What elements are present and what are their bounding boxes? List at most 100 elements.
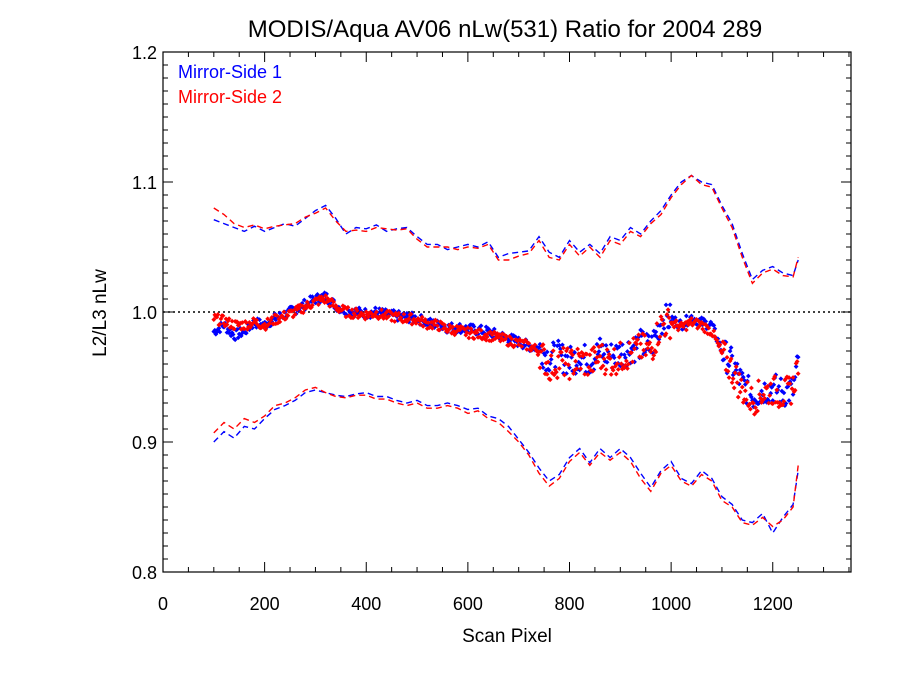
data-point bbox=[239, 320, 245, 325]
data-point bbox=[519, 344, 525, 349]
data-point bbox=[323, 293, 328, 298]
data-point bbox=[352, 312, 358, 318]
data-point bbox=[728, 356, 734, 362]
data-point bbox=[526, 340, 532, 346]
data-point bbox=[599, 342, 605, 348]
data-point bbox=[734, 361, 740, 367]
data-point bbox=[447, 322, 452, 328]
data-point bbox=[732, 370, 738, 376]
data-point bbox=[334, 307, 340, 313]
data-point bbox=[316, 302, 321, 308]
data-point bbox=[556, 366, 562, 371]
data-point bbox=[257, 317, 262, 323]
data-point bbox=[704, 323, 710, 329]
data-point bbox=[666, 324, 672, 330]
data-point bbox=[512, 343, 518, 348]
data-point bbox=[528, 348, 534, 353]
data-point bbox=[345, 304, 351, 310]
data-point bbox=[234, 326, 240, 332]
data-point bbox=[230, 332, 236, 337]
data-point bbox=[417, 321, 423, 327]
data-point bbox=[272, 312, 278, 318]
data-point bbox=[524, 347, 530, 352]
data-point bbox=[651, 328, 657, 334]
mirror-side-2-markers bbox=[211, 293, 801, 417]
data-point bbox=[611, 355, 617, 361]
data-point bbox=[663, 331, 669, 337]
data-point bbox=[565, 353, 570, 359]
data-point bbox=[774, 387, 780, 393]
data-point bbox=[645, 345, 651, 351]
data-point bbox=[277, 310, 283, 316]
data-point bbox=[466, 335, 472, 341]
data-point bbox=[582, 371, 588, 377]
data-point bbox=[793, 364, 799, 369]
data-point bbox=[642, 333, 648, 338]
data-point bbox=[243, 320, 249, 326]
data-point bbox=[719, 350, 725, 356]
data-point bbox=[712, 326, 718, 332]
data-point bbox=[703, 318, 709, 324]
y-tick-label: 0.8 bbox=[132, 563, 157, 583]
data-point bbox=[577, 353, 583, 359]
data-point bbox=[657, 334, 663, 340]
data-point bbox=[700, 326, 706, 332]
data-point bbox=[618, 361, 624, 367]
data-point bbox=[742, 388, 748, 394]
y-axis-label: L2/L3 nLw bbox=[90, 269, 111, 357]
plot-area bbox=[163, 174, 851, 535]
data-point bbox=[234, 319, 240, 325]
data-point bbox=[556, 342, 562, 348]
data-point bbox=[446, 327, 451, 333]
y-tick-label: 0.9 bbox=[132, 433, 157, 453]
data-point bbox=[755, 408, 760, 414]
data-point bbox=[543, 360, 549, 366]
data-point bbox=[667, 302, 673, 308]
data-point bbox=[231, 326, 237, 332]
data-point bbox=[224, 322, 230, 327]
data-point bbox=[744, 379, 750, 385]
data-point bbox=[442, 322, 447, 328]
data-point bbox=[250, 325, 255, 331]
data-point bbox=[535, 352, 541, 358]
data-point bbox=[747, 406, 753, 412]
data-point bbox=[228, 324, 234, 330]
data-point bbox=[228, 333, 234, 339]
data-point bbox=[621, 365, 627, 371]
data-point bbox=[538, 349, 544, 354]
data-point bbox=[727, 348, 733, 354]
data-point bbox=[616, 344, 622, 350]
data-point bbox=[729, 380, 735, 386]
data-point bbox=[638, 341, 644, 347]
y-tick-label: 1.2 bbox=[132, 43, 157, 63]
data-point bbox=[795, 354, 801, 360]
data-point bbox=[573, 358, 578, 364]
data-point bbox=[762, 381, 768, 387]
data-point bbox=[632, 346, 637, 352]
data-point bbox=[665, 307, 671, 313]
data-point bbox=[353, 306, 359, 312]
data-point bbox=[379, 307, 384, 313]
data-point bbox=[585, 372, 591, 377]
data-point bbox=[640, 331, 646, 337]
mirror-side-1-upper-bound-line bbox=[213, 174, 799, 281]
data-point bbox=[578, 366, 584, 372]
data-point bbox=[396, 310, 402, 316]
data-point bbox=[545, 359, 551, 365]
data-point bbox=[617, 363, 623, 369]
data-point bbox=[646, 341, 652, 347]
data-point bbox=[274, 313, 280, 319]
data-point bbox=[357, 313, 363, 319]
data-point bbox=[540, 342, 546, 347]
data-point bbox=[667, 335, 673, 341]
data-point bbox=[624, 358, 629, 364]
data-point bbox=[659, 317, 665, 323]
data-point bbox=[689, 315, 694, 321]
data-point bbox=[565, 346, 570, 351]
data-point bbox=[574, 366, 580, 372]
data-point bbox=[296, 305, 302, 311]
data-point bbox=[339, 307, 345, 313]
data-point bbox=[666, 315, 672, 321]
